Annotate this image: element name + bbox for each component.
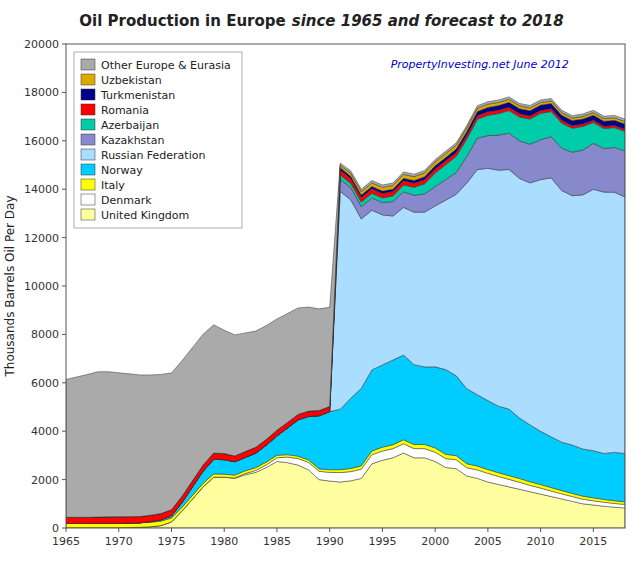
legend-label: Uzbekistan [101, 74, 162, 87]
legend-swatch [81, 149, 95, 160]
y-tick-label: 14000 [24, 183, 59, 196]
legend-swatch [81, 134, 95, 145]
y-tick-label: 4000 [31, 425, 59, 438]
legend-label: United Kingdom [101, 209, 189, 222]
legend-swatch [81, 179, 95, 190]
y-tick [62, 92, 66, 93]
x-tick [329, 528, 330, 532]
x-tick-label: 1990 [316, 535, 344, 548]
x-tick [276, 528, 277, 532]
legend-label: Kazakhstan [101, 134, 164, 147]
y-tick-label: 12000 [24, 232, 59, 245]
legend-label: Denmark [101, 194, 152, 207]
x-tick [487, 528, 488, 532]
x-tick [224, 528, 225, 532]
y-tick [62, 237, 66, 238]
legend-label: Russian Federation [101, 149, 205, 162]
y-tick [62, 189, 66, 190]
x-tick [540, 528, 541, 532]
x-tick-label: 1980 [210, 535, 238, 548]
y-tick-label: 18000 [24, 86, 59, 99]
y-tick [62, 140, 66, 141]
legend-swatch [81, 209, 95, 220]
x-tick-label: 2005 [474, 535, 502, 548]
y-tick-label: 16000 [24, 135, 59, 148]
subtitle: since 1965 and forecast to 2018 [292, 12, 564, 30]
y-tick [62, 528, 66, 529]
legend-swatch [81, 104, 95, 115]
y-tick [62, 431, 66, 432]
x-tick [118, 528, 119, 532]
y-tick-label: 2000 [31, 474, 59, 487]
x-tick [171, 528, 172, 532]
title: Oil Production in Europe [79, 12, 285, 30]
legend-swatch [81, 194, 95, 205]
x-tick [435, 528, 436, 532]
x-tick-label: 1965 [52, 535, 80, 548]
legend-label: Turkmenistan [100, 89, 175, 102]
legend: Other Europe & Eurasia Uzbekistan Turkmeni… [74, 52, 242, 228]
x-tick-label: 1975 [157, 535, 185, 548]
y-tick [62, 382, 66, 383]
y-axis-label: Thousands Barrels Oil Per Day [3, 195, 17, 377]
y-tick [62, 286, 66, 287]
x-tick-label: 1985 [263, 535, 291, 548]
legend-label: Italy [101, 179, 125, 192]
x-tick-label: 1970 [105, 535, 133, 548]
plot-background [66, 44, 625, 528]
x-tick-label: 1995 [368, 535, 396, 548]
legend-swatch [81, 59, 95, 70]
y-tick [62, 479, 66, 480]
annotation: PropertyInvesting.net June 2012 [391, 58, 569, 71]
legend-swatch [81, 164, 95, 175]
y-tick-label: 10000 [24, 280, 59, 293]
x-tick-label: 2010 [527, 535, 555, 548]
legend-label: Romania [101, 104, 149, 117]
y-tick-label: 20000 [24, 38, 59, 51]
x-tick [593, 528, 594, 532]
legend-label: Norway [101, 164, 143, 177]
legend-label: Azerbaijan [101, 119, 159, 132]
legend-box [74, 52, 242, 228]
title-line: Oil Production in Europe since 1965 and f… [79, 12, 563, 30]
legend-label: Other Europe & Eurasia [101, 59, 231, 72]
legend-swatch [81, 74, 95, 85]
x-tick [66, 528, 67, 532]
y-tick-label: 8000 [31, 328, 59, 341]
legend-swatch [81, 89, 95, 100]
area [66, 97, 625, 517]
plot-frame [66, 44, 625, 528]
x-tick-label: 2015 [579, 535, 607, 548]
y-tick-label: 0 [52, 522, 59, 535]
y-tick-label: 6000 [31, 377, 59, 390]
y-tick [62, 44, 66, 45]
x-tick [382, 528, 383, 532]
legend-swatch [81, 119, 95, 130]
y-tick [62, 334, 66, 335]
chart: Oil Production in Europe since 1965 and f… [0, 0, 643, 568]
x-tick-label: 2000 [421, 535, 449, 548]
